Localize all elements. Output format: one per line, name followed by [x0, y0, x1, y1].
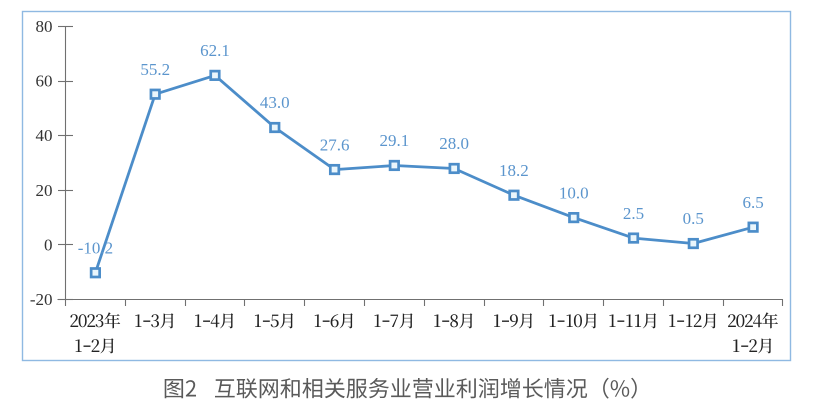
svg-text:29.1: 29.1 [380, 131, 410, 150]
svg-text:40: 40 [36, 126, 53, 145]
svg-text:62.1: 62.1 [200, 41, 230, 60]
svg-text:18.2: 18.2 [499, 161, 529, 180]
svg-text:-10.2: -10.2 [78, 238, 113, 257]
svg-text:80: 80 [36, 17, 53, 36]
svg-text:20: 20 [36, 181, 53, 200]
svg-text:0.5: 0.5 [683, 209, 704, 228]
svg-text:0: 0 [44, 235, 53, 254]
svg-text:-20: -20 [30, 290, 53, 309]
svg-text:2.5: 2.5 [623, 204, 644, 223]
svg-text:27.6: 27.6 [320, 135, 350, 154]
svg-text:6.5: 6.5 [742, 193, 763, 212]
svg-text:28.0: 28.0 [439, 134, 469, 153]
svg-text:60: 60 [36, 72, 53, 91]
svg-text:55.2: 55.2 [140, 60, 170, 79]
svg-text:10.0: 10.0 [559, 183, 589, 202]
svg-text:43.0: 43.0 [260, 93, 290, 112]
